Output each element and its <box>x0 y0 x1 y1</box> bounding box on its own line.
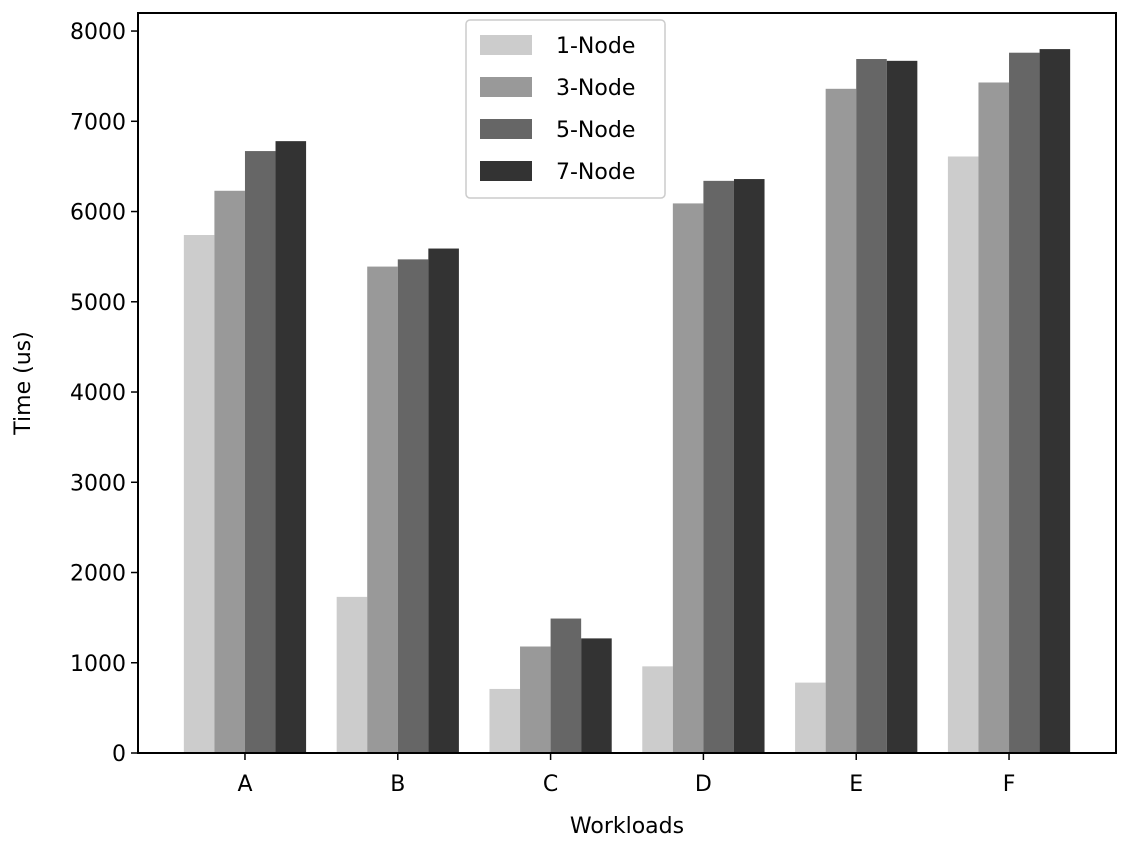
legend-swatch <box>480 77 532 97</box>
y-tick-label: 1000 <box>70 652 126 677</box>
legend-label: 1-Node <box>556 34 635 59</box>
x-tick-label: B <box>390 772 405 797</box>
bar-B-1-Node <box>336 596 368 753</box>
bar-A-7-Node <box>275 141 307 753</box>
bars-layer <box>183 49 1071 754</box>
bar-A-5-Node <box>244 151 276 753</box>
legend-swatch <box>480 35 532 55</box>
legend-label: 7-Node <box>556 160 635 185</box>
bar-D-3-Node <box>672 203 704 754</box>
bar-F-1-Node <box>947 156 979 754</box>
legend: 1-Node 3-Node 5-Node 7-Node <box>465 19 666 199</box>
legend-label: 5-Node <box>556 118 635 143</box>
bar-E-7-Node <box>886 60 918 753</box>
bar-C-1-Node <box>489 688 521 753</box>
y-tick-label: 6000 <box>70 201 126 226</box>
y-tick-label: 3000 <box>70 471 126 496</box>
y-tick-label: 7000 <box>70 110 126 135</box>
bar-C-7-Node <box>581 638 612 753</box>
bar-A-1-Node <box>183 235 215 753</box>
legend-swatch <box>480 119 532 139</box>
bar-E-3-Node <box>825 88 857 754</box>
y-axis: 0 1000 2000 3000 4000 5000 6000 7000 8000 <box>70 20 138 767</box>
legend-box <box>465 19 666 199</box>
bar-B-5-Node <box>397 259 429 753</box>
bar-C-5-Node <box>550 618 582 753</box>
x-tick-label: C <box>543 772 558 797</box>
x-axis-label: Workloads <box>570 814 684 839</box>
bar-B-3-Node <box>367 266 398 753</box>
bar-C-3-Node <box>520 646 551 753</box>
x-tick-label: A <box>237 772 252 797</box>
x-tick-label: F <box>1003 772 1016 797</box>
plot-frame <box>137 12 1117 754</box>
bar-E-5-Node <box>856 59 887 753</box>
y-tick-label: 0 <box>112 742 126 767</box>
bar-A-3-Node <box>214 190 245 753</box>
bar-F-5-Node <box>1009 52 1040 753</box>
y-tick-label: 2000 <box>70 562 126 587</box>
y-tick-label: 4000 <box>70 381 126 406</box>
bar-E-1-Node <box>795 682 826 753</box>
bar-D-1-Node <box>642 666 673 753</box>
bar-D-5-Node <box>703 180 734 754</box>
y-tick-label: 8000 <box>70 20 126 45</box>
y-axis-label: Time (us) <box>11 331 36 435</box>
x-axis: A B C D E F <box>237 753 1015 797</box>
bar-F-7-Node <box>1039 49 1071 754</box>
x-tick-label: E <box>849 772 863 797</box>
y-tick-label: 5000 <box>70 291 126 316</box>
bar-F-3-Node <box>978 82 1010 754</box>
legend-swatch <box>480 161 532 181</box>
legend-label: 3-Node <box>556 76 635 101</box>
bar-D-7-Node <box>733 179 765 754</box>
bar-B-7-Node <box>428 248 459 753</box>
x-tick-label: D <box>695 772 712 797</box>
